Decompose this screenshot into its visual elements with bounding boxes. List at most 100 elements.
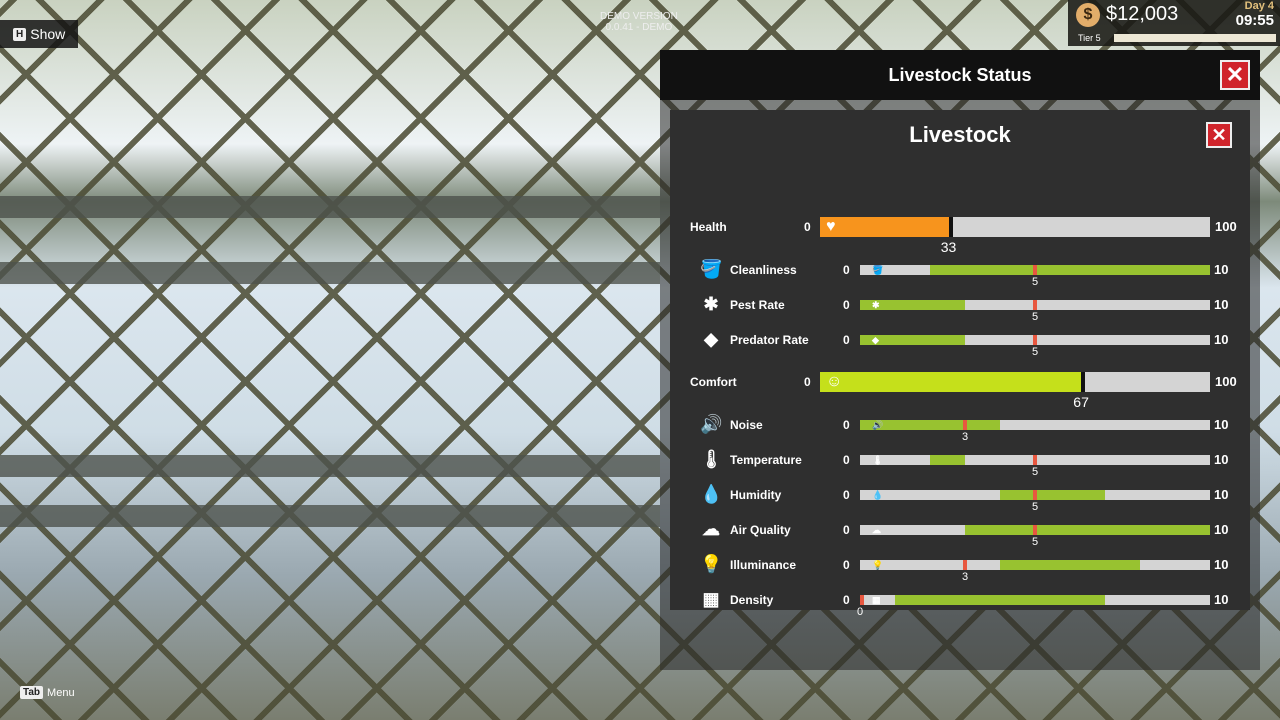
dollar-coin-icon: $: [1076, 3, 1100, 27]
good-range: [1000, 490, 1105, 500]
factor-row-humidity: 💧 Humidity 0 💧 10 5: [670, 484, 1250, 513]
min-label: 0: [843, 263, 850, 277]
droplet-icon: 💧: [700, 484, 723, 504]
factor-label: Air Quality: [730, 523, 791, 537]
factor-row-density: ▦ Density 0 ▦ 10 0: [670, 589, 1250, 618]
value-label: 5: [1032, 346, 1039, 358]
stat-row-comfort: Comfort 0 ☺ 100 67: [670, 372, 1250, 410]
factor-bar: ◆: [860, 335, 1210, 345]
grid-icon-small: ▦: [872, 595, 881, 605]
top-hud: $ $12,003 Day 4 09:55 Tier 5: [1068, 0, 1280, 46]
max-label: 10: [1214, 262, 1229, 277]
good-range: [860, 300, 965, 310]
max-label: 100: [1215, 374, 1237, 389]
min-label: 0: [843, 488, 850, 502]
max-label: 10: [1214, 487, 1229, 502]
value-marker: [948, 217, 953, 237]
stat-label: Health: [690, 220, 727, 234]
max-label: 10: [1214, 417, 1229, 432]
value-label: 33: [940, 239, 957, 255]
speaker-icon-small: 🔊: [872, 420, 884, 430]
stat-bar: ☺: [820, 372, 1210, 392]
good-range: [860, 420, 1000, 430]
factor-label: Noise: [730, 418, 763, 432]
stat-label: Comfort: [690, 375, 737, 389]
factor-label: Humidity: [730, 488, 782, 502]
factor-label: Pest Rate: [730, 298, 785, 312]
factor-bar: ▦: [860, 595, 1210, 605]
livestock-panel: Livestock ✕ Health 0 ♥ 100 33 🪣 Cleanliness 0 🪣 1…: [670, 110, 1250, 618]
good-range: [1000, 560, 1140, 570]
bucket-icon: 🪣: [700, 259, 723, 279]
close-window-button[interactable]: ✕: [1220, 60, 1250, 90]
cage-rail: [0, 455, 660, 477]
value-marker: [1033, 525, 1037, 535]
livestock-status-window: Livestock Status ✕ Livestock ✕ Health 0 ♥ 1…: [660, 50, 1260, 670]
factor-label: Density: [730, 593, 774, 607]
version-line: 0.0.41 - DEMO: [605, 22, 673, 33]
good-range: [930, 455, 965, 465]
factor-row-illuminance: 💡 Illuminance 0 💡 10 3: [670, 554, 1250, 583]
factor-bar: 🔊: [860, 420, 1210, 430]
value-marker: [1033, 490, 1037, 500]
factor-label: Cleanliness: [730, 263, 797, 277]
value-marker: [1033, 265, 1037, 275]
window-title: Livestock Status: [888, 64, 1032, 85]
factor-bar: 🌡: [860, 455, 1210, 465]
close-panel-button[interactable]: ✕: [1206, 122, 1232, 148]
tier-progress: [1114, 34, 1276, 42]
min-label: 0: [843, 523, 850, 537]
min-label: 0: [804, 220, 811, 234]
max-label: 10: [1214, 332, 1229, 347]
factor-row-pest-rate: ✱ Pest Rate 0 ✱ 10 5: [670, 294, 1250, 323]
bucket-icon-small: 🪣: [872, 265, 884, 275]
cage-rail: [0, 196, 660, 218]
stat-fill: [820, 372, 1082, 392]
value-label: 5: [1032, 311, 1039, 323]
factor-bar: ✱: [860, 300, 1210, 310]
demo-version: DEMO VERSION 0.0.41 - DEMO: [600, 11, 678, 33]
menu-label: Menu: [47, 686, 75, 699]
cage-rail: [0, 262, 660, 284]
factor-bar: ☁: [860, 525, 1210, 535]
min-label: 0: [843, 418, 850, 432]
value-marker: [1033, 335, 1037, 345]
bug-icon: ✱: [703, 294, 719, 314]
lightbulb-icon: 💡: [700, 554, 723, 574]
value-marker: [963, 560, 967, 570]
max-label: 10: [1214, 557, 1229, 572]
stat-fill: [820, 217, 949, 237]
value-marker: [860, 595, 864, 605]
value-label: 3: [962, 431, 969, 443]
max-label: 10: [1214, 297, 1229, 312]
show-label: Show: [30, 26, 66, 42]
cage-rail: [0, 505, 660, 527]
stat-bar: ♥: [820, 217, 1210, 237]
min-label: 0: [843, 558, 850, 572]
min-label: 0: [843, 453, 850, 467]
factor-bar: 🪣: [860, 265, 1210, 275]
max-label: 10: [1214, 592, 1229, 607]
good-range: [895, 595, 1105, 605]
clock: 09:55: [1235, 12, 1274, 29]
min-label: 0: [843, 593, 850, 607]
value-label: 3: [962, 571, 969, 583]
factor-row-predator-rate: ◆ Predator Rate 0 ◆ 10 5: [670, 329, 1250, 358]
lightbulb-icon-small: 💡: [872, 560, 884, 570]
factor-row-temperature: 🌡 Temperature 0 🌡 10 5: [670, 449, 1250, 478]
value-marker: [1033, 455, 1037, 465]
panel-title: Livestock: [909, 122, 1011, 147]
good-range: [965, 525, 1210, 535]
good-range: [930, 265, 1210, 275]
max-label: 10: [1214, 452, 1229, 467]
value-label: 67: [1073, 394, 1089, 410]
smiley-icon: ☺: [826, 373, 843, 390]
stat-row-health: Health 0 ♥ 100 33: [670, 217, 1250, 255]
min-label: 0: [843, 298, 850, 312]
thermometer-icon-small: 🌡: [872, 455, 884, 465]
value-marker: [1033, 300, 1037, 310]
wolf-icon: ◆: [704, 329, 718, 349]
day: Day 4: [1244, 0, 1274, 12]
show-hud-button[interactable]: H Show: [0, 20, 78, 48]
menu-hint[interactable]: Tab Menu: [20, 686, 75, 699]
